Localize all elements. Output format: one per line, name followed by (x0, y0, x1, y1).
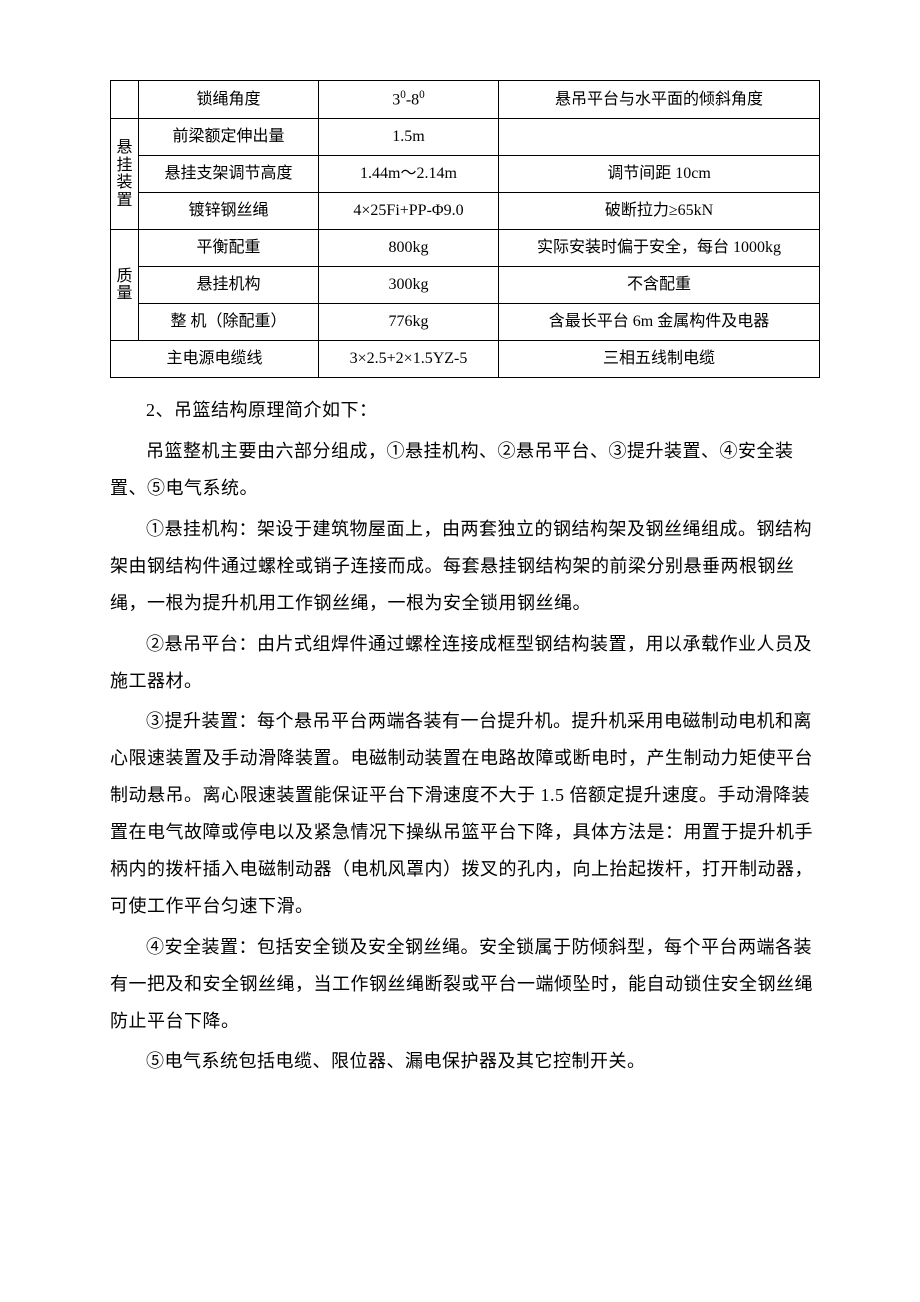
param-note: 三相五线制电缆 (499, 341, 820, 378)
param-note: 不含配重 (499, 267, 820, 304)
body-paragraph: ④安全装置：包括安全锁及安全钢丝绳。安全锁属于防倾斜型，每个平台两端各装有一把及… (110, 929, 820, 1040)
param-value: 4×25Fi+PP-Φ9.0 (319, 193, 499, 230)
param-note: 破断拉力≥65kN (499, 193, 820, 230)
group-cell-mass: 质量 (111, 230, 139, 341)
param-value: 800kg (319, 230, 499, 267)
param-name: 平衡配重 (139, 230, 319, 267)
table-row: 整 机（除配重） 776kg 含最长平台 6m 金属构件及电器 (111, 304, 820, 341)
table-row: 悬挂装置 前梁额定伸出量 1.5m (111, 119, 820, 156)
section-heading: 2、吊篮结构原理简介如下： (110, 392, 820, 429)
param-name: 锁绳角度 (139, 81, 319, 119)
body-paragraph: ③提升装置：每个悬吊平台两端各装有一台提升机。提升机采用电磁制动电机和离心限速装… (110, 703, 820, 924)
param-value: 3×2.5+2×1.5YZ-5 (319, 341, 499, 378)
param-value: 776kg (319, 304, 499, 341)
param-name: 整 机（除配重） (139, 304, 319, 341)
param-name: 悬挂支架调节高度 (139, 156, 319, 193)
param-value: 30-80 (319, 81, 499, 119)
param-note: 悬吊平台与水平面的倾斜角度 (499, 81, 820, 119)
param-value: 1.5m (319, 119, 499, 156)
group-cell-suspension: 悬挂装置 (111, 119, 139, 230)
group-cell-empty (111, 81, 139, 119)
param-name: 悬挂机构 (139, 267, 319, 304)
body-paragraph: ①悬挂机构：架设于建筑物屋面上，由两套独立的钢结构架及钢丝绳组成。钢结构架由钢结… (110, 511, 820, 622)
body-paragraph: ②悬吊平台：由片式组焊件通过螺栓连接成框型钢结构装置，用以承载作业人员及施工器材… (110, 626, 820, 700)
param-name: 前梁额定伸出量 (139, 119, 319, 156)
table-row: 镀锌钢丝绳 4×25Fi+PP-Φ9.0 破断拉力≥65kN (111, 193, 820, 230)
param-name: 主电源电缆线 (111, 341, 319, 378)
param-value: 300kg (319, 267, 499, 304)
table-row: 主电源电缆线 3×2.5+2×1.5YZ-5 三相五线制电缆 (111, 341, 820, 378)
body-paragraph: 吊篮整机主要由六部分组成，①悬挂机构、②悬吊平台、③提升装置、④安全装置、⑤电气… (110, 433, 820, 507)
param-name: 镀锌钢丝绳 (139, 193, 319, 230)
table-row: 悬挂支架调节高度 1.44m～2.14m 调节间距 10cm (111, 156, 820, 193)
table-row: 锁绳角度 30-80 悬吊平台与水平面的倾斜角度 (111, 81, 820, 119)
param-note: 含最长平台 6m 金属构件及电器 (499, 304, 820, 341)
body-paragraph: ⑤电气系统包括电缆、限位器、漏电保护器及其它控制开关。 (110, 1043, 820, 1080)
table-row: 质量 平衡配重 800kg 实际安装时偏于安全，每台 1000kg (111, 230, 820, 267)
param-note (499, 119, 820, 156)
spec-table: 锁绳角度 30-80 悬吊平台与水平面的倾斜角度 悬挂装置 前梁额定伸出量 1.… (110, 80, 820, 378)
param-note: 实际安装时偏于安全，每台 1000kg (499, 230, 820, 267)
table-row: 悬挂机构 300kg 不含配重 (111, 267, 820, 304)
param-value: 1.44m～2.14m (319, 156, 499, 193)
param-note: 调节间距 10cm (499, 156, 820, 193)
